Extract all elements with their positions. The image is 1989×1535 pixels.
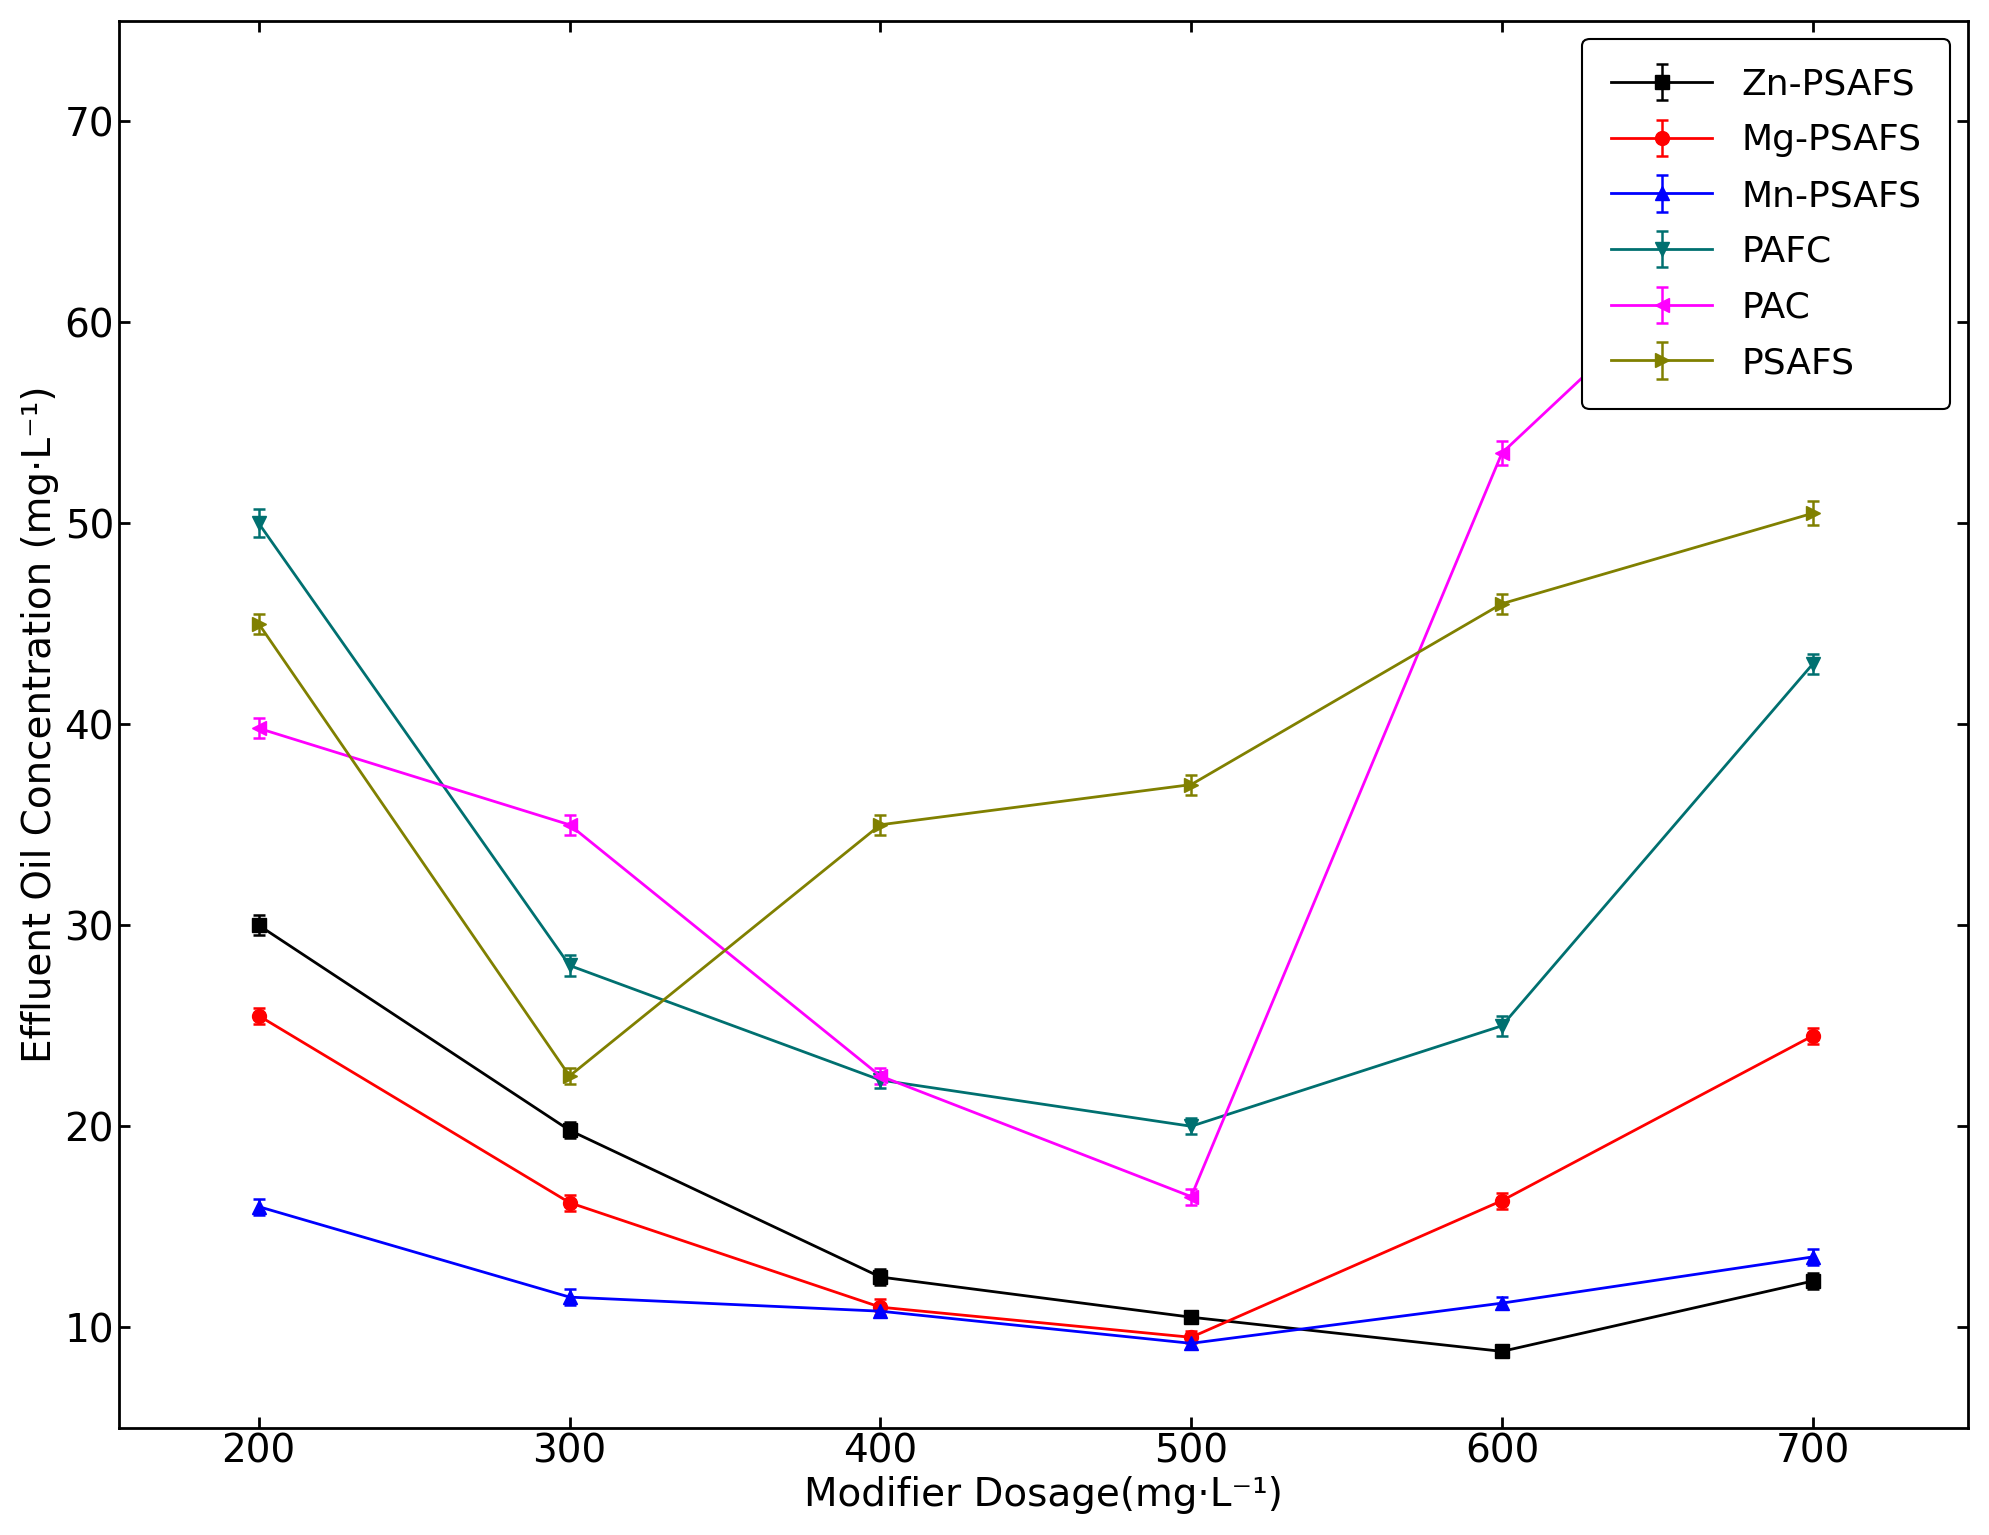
X-axis label: Modifier Dosage(mg·L⁻¹): Modifier Dosage(mg·L⁻¹) xyxy=(804,1477,1283,1514)
Legend: Zn-PSAFS, Mg-PSAFS, Mn-PSAFS, PAFC, PAC, PSAFS: Zn-PSAFS, Mg-PSAFS, Mn-PSAFS, PAFC, PAC,… xyxy=(1583,38,1949,408)
Y-axis label: Effluent Oil Concentration (mg·L⁻¹): Effluent Oil Concentration (mg·L⁻¹) xyxy=(20,385,60,1064)
